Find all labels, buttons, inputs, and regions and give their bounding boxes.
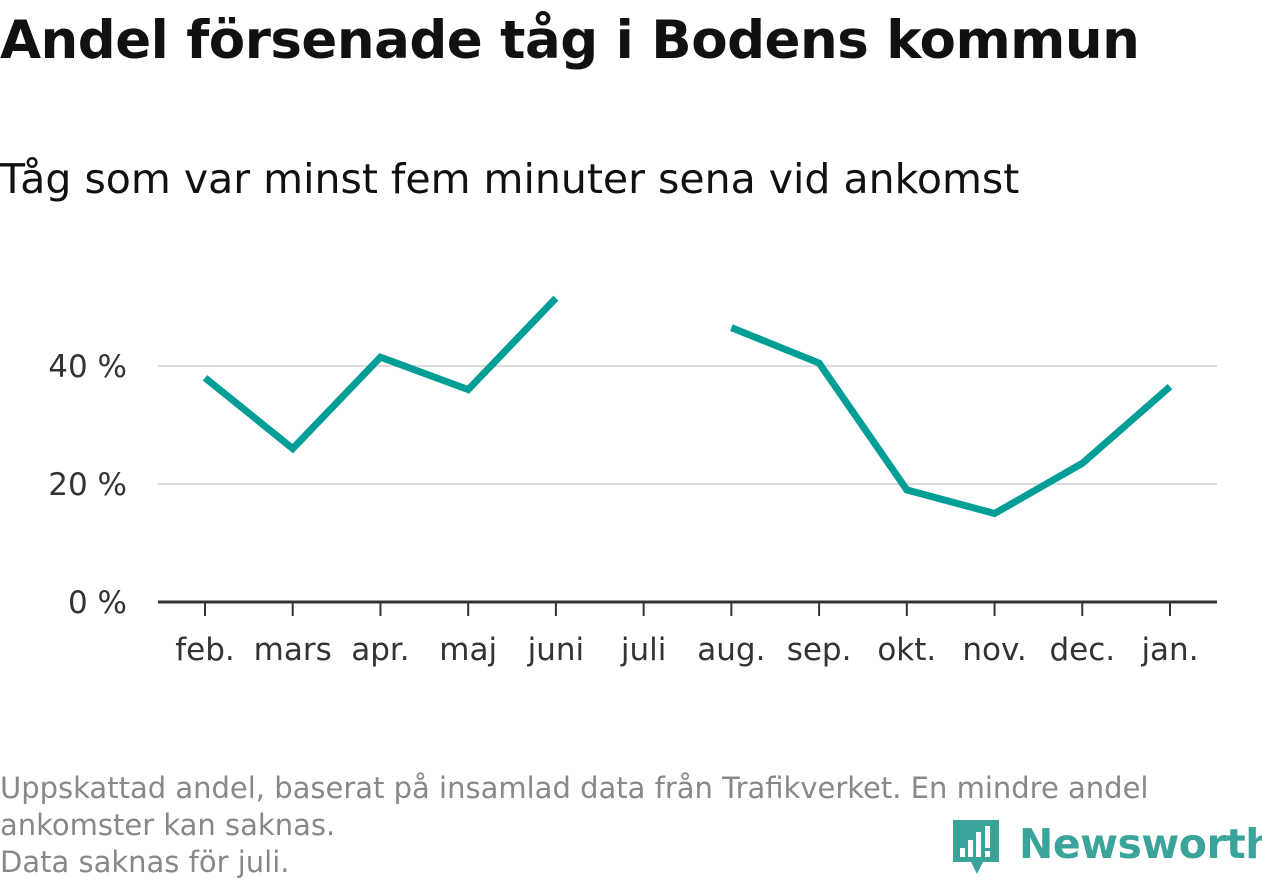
bar-chart-speech-bubble-icon [951,818,1003,878]
series-line [205,298,556,448]
series-line [731,328,1170,514]
data-series [205,298,1170,514]
x-tick-label: mars [254,632,332,668]
y-tick-label: 40 % [48,349,127,385]
y-axis-ticks: 0 % 20 % 40 % [48,349,127,621]
x-tick-label: aug. [697,632,765,668]
footnote-line-1: Uppskattad andel, baserat på insamlad da… [0,770,1250,807]
x-tick-label: juli [620,632,667,668]
x-tick-label: maj [439,632,497,668]
x-tick-label: nov. [962,632,1026,668]
x-tick-label: okt. [877,632,936,668]
x-tick-label: jan. [1140,632,1198,668]
newsworthy-logo: Newsworthy [951,818,1261,878]
x-tick-label: sep. [787,632,852,668]
y-tick-label: 20 % [48,467,127,503]
x-tick-label: juni [527,632,585,668]
x-axis [158,602,1217,616]
x-tick-label: dec. [1049,632,1115,668]
x-tick-label: feb. [175,632,235,668]
x-tick-label: apr. [351,632,409,668]
y-tick-label: 0 % [68,585,127,621]
logo-text: Newsworthy [1019,820,1262,868]
